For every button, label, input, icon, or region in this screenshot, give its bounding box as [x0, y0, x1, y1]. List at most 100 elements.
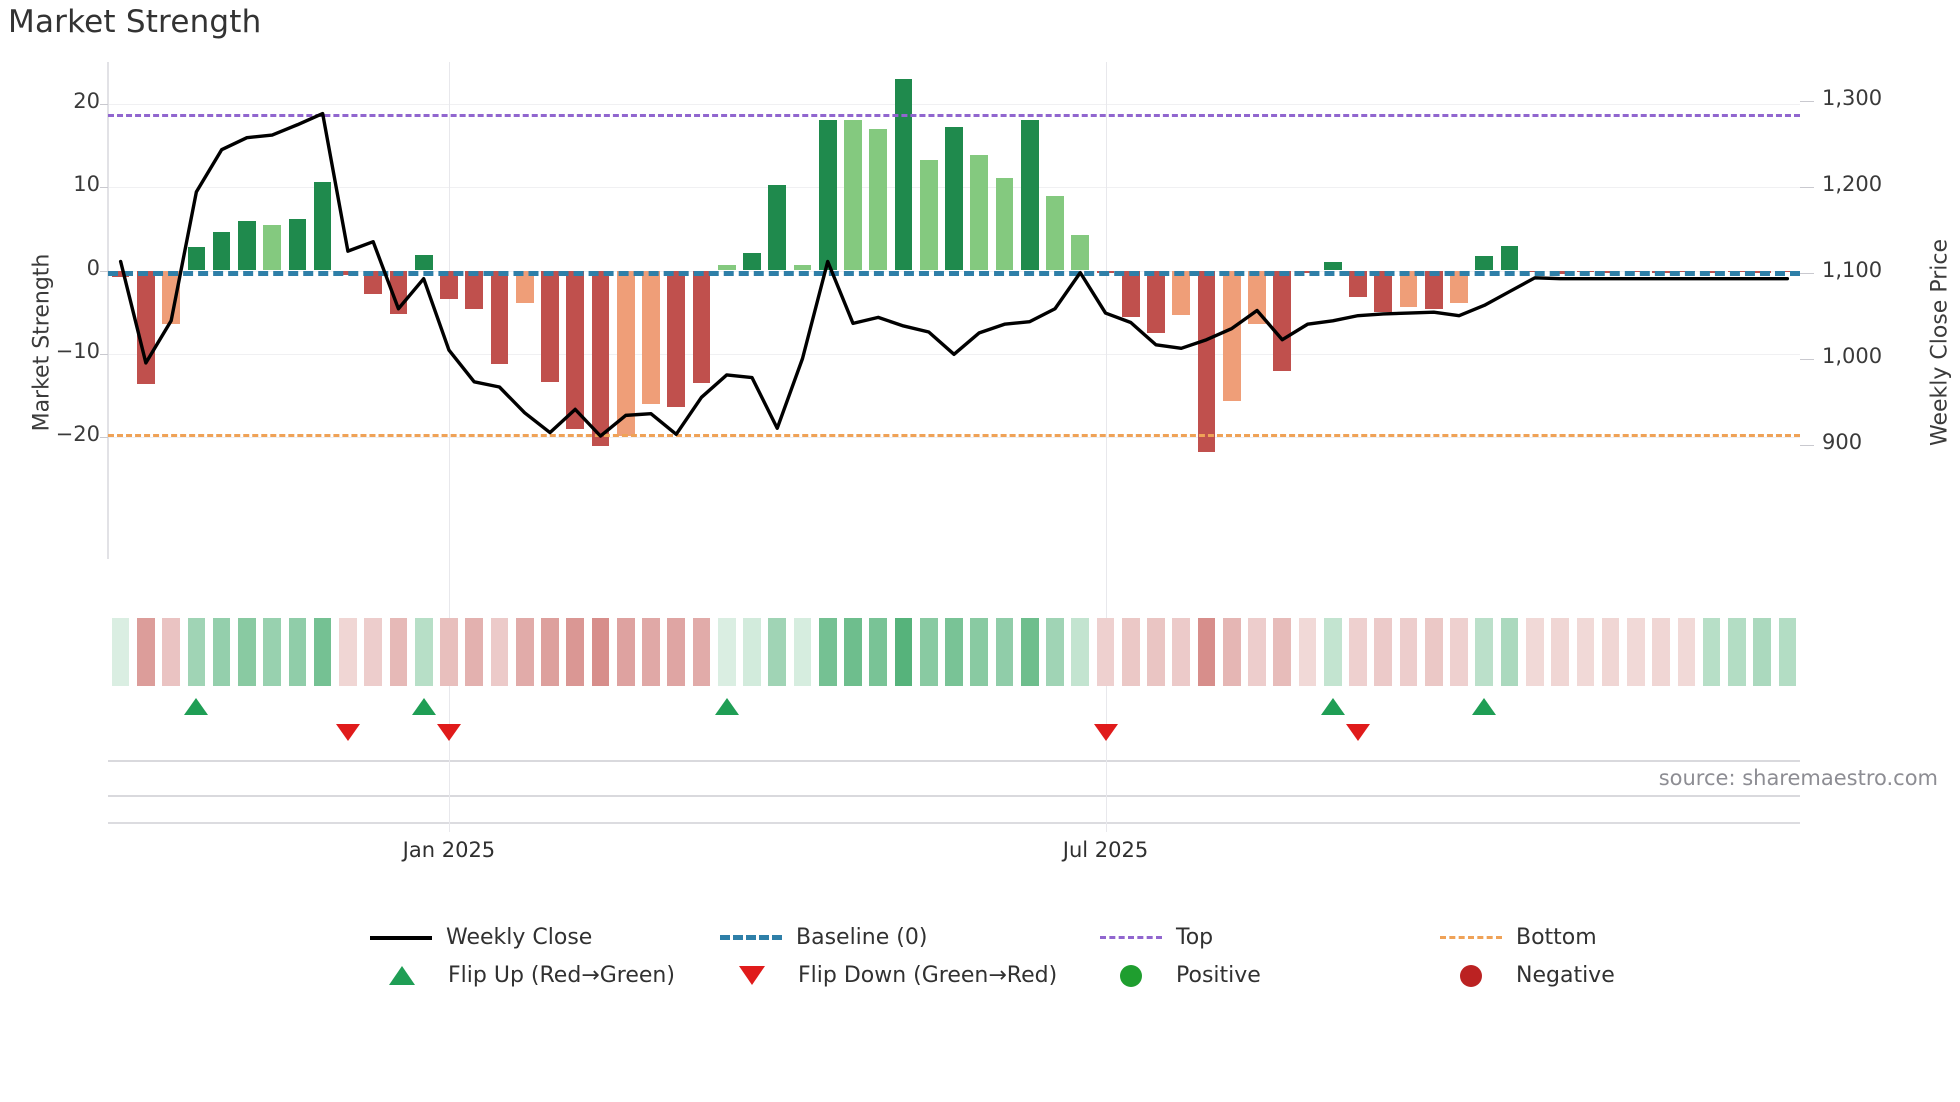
heatmap-cell	[1222, 618, 1241, 686]
legend-item-label: Flip Up (Red→Green)	[448, 963, 675, 988]
y-axis-right-tick-mark	[1800, 444, 1814, 446]
heatmap-cell	[238, 618, 256, 686]
x-tick-guide	[1105, 62, 1107, 832]
flip-down-marker	[335, 724, 360, 741]
strength-bar	[818, 119, 837, 271]
heatmap-cell	[1500, 618, 1519, 686]
strength-bar	[616, 270, 635, 436]
y-axis-left-tick-mark	[100, 437, 108, 439]
heatmap-cell	[1298, 618, 1317, 686]
legend-item-label: Bottom	[1516, 925, 1597, 950]
flip-up-marker	[1320, 698, 1345, 715]
heatmap-cell	[717, 618, 736, 686]
y-axis-right-label: Weekly Close Price	[1927, 239, 1953, 446]
strength-bar	[1121, 270, 1140, 318]
legend-item-baseline[interactable]: Baseline (0)	[720, 925, 927, 950]
strength-bar	[1399, 270, 1418, 308]
strength-bar	[717, 264, 736, 271]
strength-bar	[288, 218, 307, 271]
flip-up-marker	[184, 698, 209, 715]
strength-bar	[313, 182, 332, 271]
y-axis-right-tick-mark	[1800, 272, 1814, 274]
axis-rule	[108, 795, 1800, 797]
heatmap-cell	[465, 618, 483, 686]
heatmap-cell	[1753, 618, 1771, 686]
y-axis-left-tick-label: 20	[73, 88, 100, 113]
heatmap-cell	[440, 618, 458, 686]
strength-bar	[162, 270, 180, 324]
heatmap-cell	[1020, 618, 1039, 686]
heatmap-cell	[743, 618, 761, 686]
heatmap-cell	[1551, 618, 1569, 686]
heatmap-cell	[490, 618, 509, 686]
strength-bar	[768, 185, 787, 271]
strength-bar	[187, 247, 206, 271]
strength-bar	[1500, 246, 1519, 271]
heatmap-cell	[566, 618, 585, 686]
legend-item-bottom[interactable]: Bottom	[1440, 925, 1597, 950]
y-axis-right-tick-label: 900	[1822, 429, 1863, 454]
heatmap-cell	[1147, 618, 1165, 686]
legend-item-flip-down[interactable]: Flip Down (Green→Red)	[720, 963, 1057, 988]
y-axis-right-tick-label: 1,200	[1822, 171, 1883, 196]
legend-item-label: Top	[1176, 925, 1214, 950]
y-axis-left-tick-label: −10	[55, 338, 100, 363]
heatmap-cell	[1778, 618, 1797, 686]
main-plot-area	[108, 62, 1800, 479]
heatmap-cell	[187, 618, 206, 686]
heatmap-cell	[945, 618, 963, 686]
baseline-reference-line	[108, 270, 1800, 276]
legend-item-top[interactable]: Top	[1100, 925, 1213, 950]
y-axis-left-tick-label: 0	[86, 255, 100, 280]
heatmap-cell	[1576, 618, 1595, 686]
strength-bar	[1147, 270, 1165, 334]
legend-item-positive[interactable]: Positive	[1100, 963, 1261, 988]
legend-item-label: Positive	[1176, 963, 1261, 988]
positive-dot-icon	[1120, 964, 1142, 987]
heatmap-cell	[389, 618, 408, 686]
legend-item-flip-up[interactable]: Flip Up (Red→Green)	[370, 963, 675, 988]
strength-bar	[440, 270, 458, 299]
strength-bar	[238, 221, 256, 271]
strength-bar	[1222, 270, 1241, 401]
heatmap-cell	[1273, 618, 1292, 686]
heatmap-cell	[1248, 618, 1266, 686]
y-axis-left-tick-mark	[100, 187, 108, 189]
strength-bar	[919, 160, 938, 271]
x-tick-guide	[448, 62, 450, 832]
heatmap-cell	[1525, 618, 1544, 686]
heatmap-cell	[1702, 618, 1721, 686]
y-axis-right-tick-mark	[1800, 358, 1814, 360]
strength-bar	[263, 225, 281, 271]
negative-dot-icon	[1460, 964, 1482, 987]
legend-item-label: Flip Down (Green→Red)	[798, 963, 1058, 988]
heatmap-cell	[1677, 618, 1696, 686]
flip-down-marker	[1346, 724, 1371, 741]
strength-bar	[1450, 270, 1468, 304]
heatmap-cell	[869, 618, 888, 686]
strength-bar	[490, 270, 509, 364]
strength-bar	[692, 270, 711, 384]
strength-bar	[1197, 270, 1216, 453]
heatmap-cell	[667, 618, 686, 686]
heatmap-cell	[1374, 618, 1393, 686]
strength-bar	[793, 265, 812, 271]
legend-item-negative[interactable]: Negative	[1440, 963, 1615, 988]
heatmap-cell	[414, 618, 433, 686]
strength-bar	[515, 270, 534, 304]
legend-item-weekly-close[interactable]: Weekly Close	[370, 925, 592, 950]
heatmap-cell	[1323, 618, 1342, 686]
heatmap-cell	[137, 618, 155, 686]
flip-up-marker	[411, 698, 436, 715]
heatmap-cell	[793, 618, 812, 686]
heatmap-cell	[616, 618, 635, 686]
strength-bar	[1172, 270, 1191, 315]
heatmap-cell	[1475, 618, 1494, 686]
strength-bar	[212, 232, 231, 271]
heatmap-cell	[591, 618, 610, 686]
strength-bar	[743, 252, 761, 271]
heatmap-cell	[1424, 618, 1443, 686]
strength-bar	[1046, 196, 1064, 271]
strength-bar	[566, 270, 585, 429]
strength-bar	[1323, 262, 1342, 271]
